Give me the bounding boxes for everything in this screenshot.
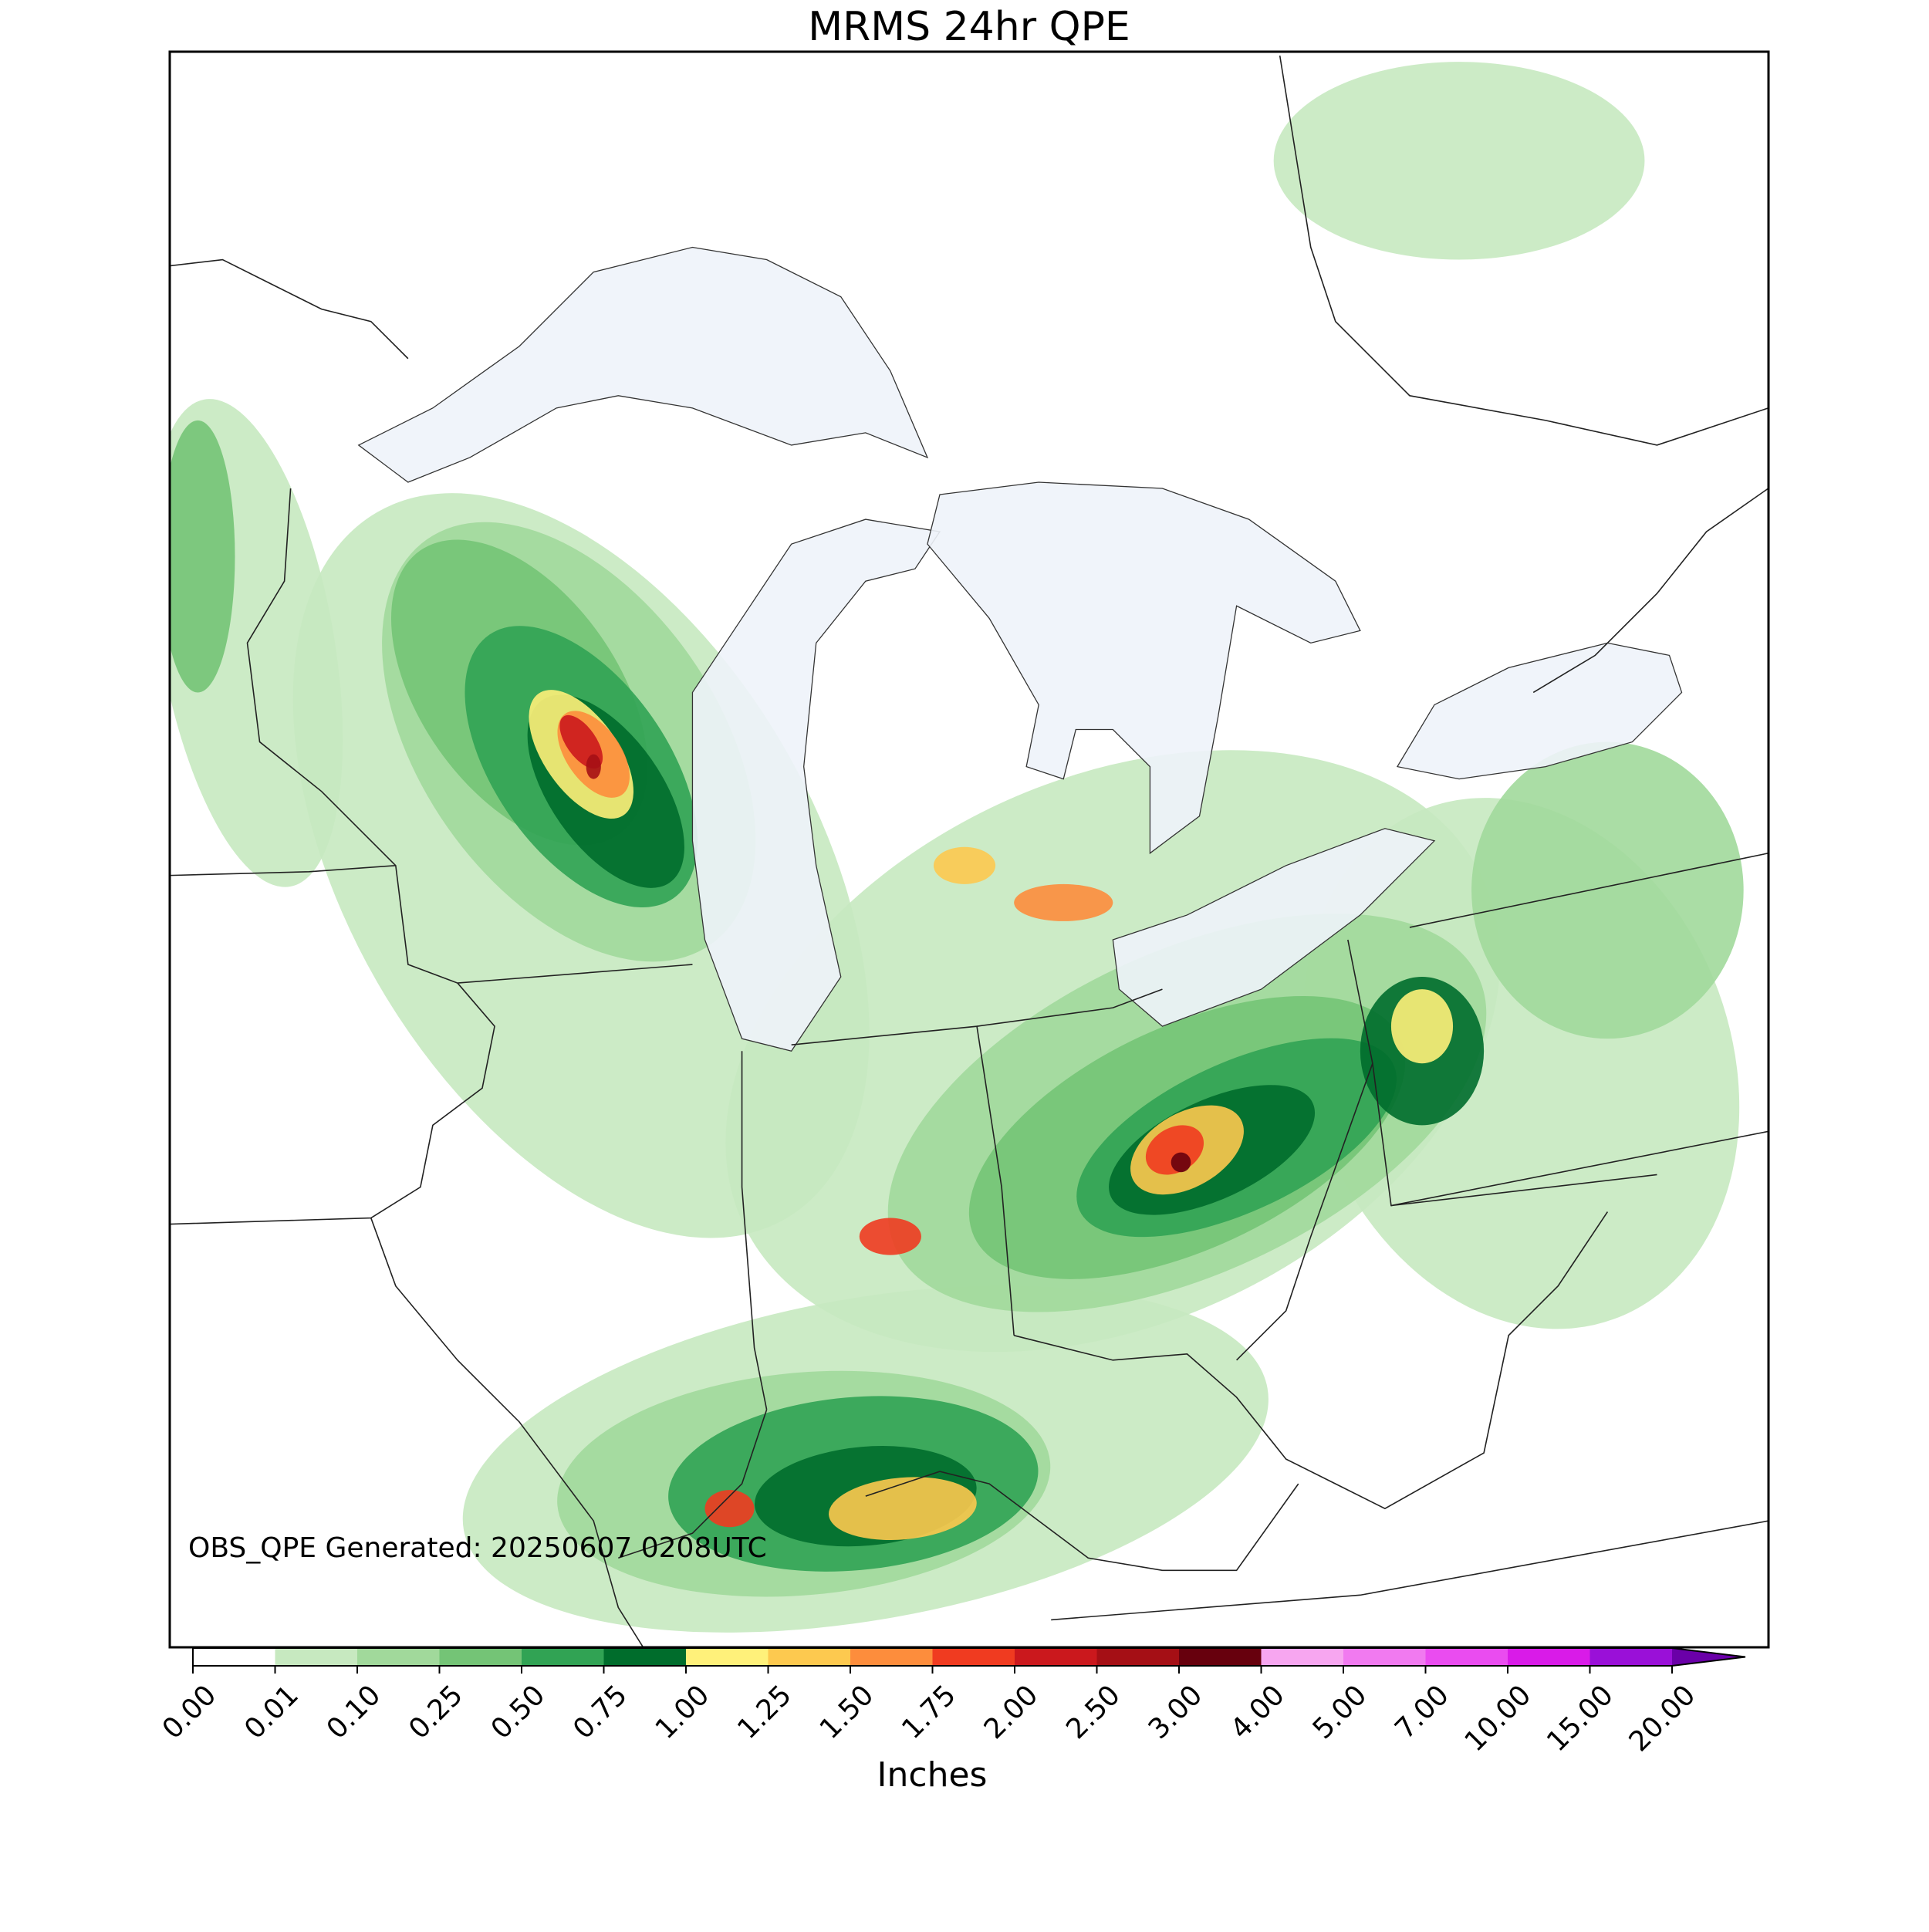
- colorbar-tick-label: 0.50: [485, 1679, 552, 1745]
- border: [1390, 1130, 1769, 1207]
- colorbar-segment: [357, 1648, 440, 1666]
- colorbar-tick-label: 2.50: [1060, 1679, 1127, 1745]
- lake-ontario: [1396, 642, 1683, 780]
- border: [976, 988, 1163, 1027]
- colorbar-segment: [1179, 1648, 1262, 1666]
- colorbar-tick-label: 1.75: [896, 1679, 962, 1745]
- colorbar-segment: [275, 1648, 358, 1666]
- precip-region: [1014, 883, 1113, 921]
- colorbar-extension: [1672, 1648, 1745, 1666]
- colorbar-segment: [522, 1648, 604, 1666]
- lake-huron: [927, 481, 1361, 855]
- colorbar-segment: [1589, 1648, 1673, 1666]
- colorbar-segment: [1343, 1648, 1426, 1666]
- colorbar-segment: [850, 1648, 933, 1666]
- precip-region: [1273, 62, 1645, 260]
- colorbar-segment: [1261, 1648, 1344, 1666]
- border: [618, 1409, 768, 1559]
- border: [370, 1218, 644, 1647]
- colorbar-segment: [1096, 1648, 1180, 1666]
- border: [1409, 853, 1769, 928]
- border: [170, 258, 409, 360]
- colorbar-tick-label: 7.00: [1389, 1679, 1455, 1745]
- precip-region: [1471, 741, 1744, 1039]
- colorbar-tick-label: 1.25: [731, 1679, 798, 1745]
- borders: [170, 55, 1769, 1647]
- lake-erie: [1112, 828, 1436, 1027]
- precip-region: [170, 420, 235, 693]
- colorbar-tick-label: 5.00: [1307, 1679, 1373, 1745]
- colorbar-segment: [932, 1648, 1015, 1666]
- border: [170, 865, 396, 876]
- precip-region: [859, 1218, 921, 1255]
- colorbar-segment: [439, 1648, 522, 1666]
- colorbar-tick-label: 0.10: [321, 1679, 387, 1745]
- colorbar-tick-label: 15.00: [1541, 1679, 1620, 1758]
- map-area: [170, 52, 1769, 1647]
- colorbar-segment: [1015, 1648, 1097, 1666]
- colorbar-tick-label: 0.01: [238, 1679, 305, 1745]
- border: [1347, 939, 1657, 1207]
- colorbar-outline: [192, 1647, 1746, 1667]
- precip-region: [829, 1477, 977, 1540]
- colorbar-tick-label: 10.00: [1459, 1679, 1538, 1758]
- border: [741, 1051, 768, 1410]
- border: [1013, 1211, 1609, 1510]
- colorbar-tick-label: 4.00: [1225, 1679, 1291, 1745]
- colorbar-tick-label: 3.00: [1143, 1679, 1209, 1745]
- border: [1532, 488, 1769, 694]
- border: [1051, 1520, 1769, 1621]
- colorbar-tick-label: 20.00: [1623, 1679, 1702, 1758]
- colorbar-tick-label: 0.00: [157, 1679, 223, 1745]
- colorbar-tick-label: 0.75: [567, 1679, 633, 1745]
- map-title: MRMS 24hr QPE: [808, 4, 1130, 50]
- colorbar-segment: [1508, 1648, 1590, 1666]
- precip-region: [1390, 989, 1454, 1064]
- colorbar-segment: [193, 1648, 275, 1666]
- lake-superior: [357, 246, 929, 483]
- colorbar-segment: [686, 1648, 769, 1666]
- colorbar-tick-label: 2.00: [978, 1679, 1045, 1745]
- precip-region: [933, 846, 996, 884]
- border: [865, 1471, 1299, 1572]
- border: [791, 1025, 1015, 1336]
- colorbar-tick-label: 0.25: [403, 1679, 469, 1745]
- colorbar-label: Inches: [877, 1755, 988, 1795]
- colorbar-tick-label: 1.00: [650, 1679, 716, 1745]
- border: [1279, 55, 1769, 446]
- border: [1236, 1062, 1373, 1361]
- precip-region: [704, 1490, 755, 1528]
- border: [246, 488, 693, 984]
- colorbar: 0.00 0.01 0.10 0.25 0.50 0.75 1.00 1.25 1.50 1.75…: [157, 1647, 1746, 1758]
- colorbar-tick-label: 1.50: [814, 1679, 880, 1745]
- precip-region: [1171, 1152, 1191, 1173]
- colorbar-segment: [1425, 1648, 1508, 1666]
- generated-annotation: OBS_QPE Generated: 20250607 0208UTC: [188, 1532, 767, 1564]
- lake-michigan: [691, 518, 941, 1052]
- colorbar-segment: [603, 1648, 687, 1666]
- lakes: [357, 246, 1683, 1052]
- colorbar-segment: [768, 1648, 851, 1666]
- precip-region: [586, 754, 601, 779]
